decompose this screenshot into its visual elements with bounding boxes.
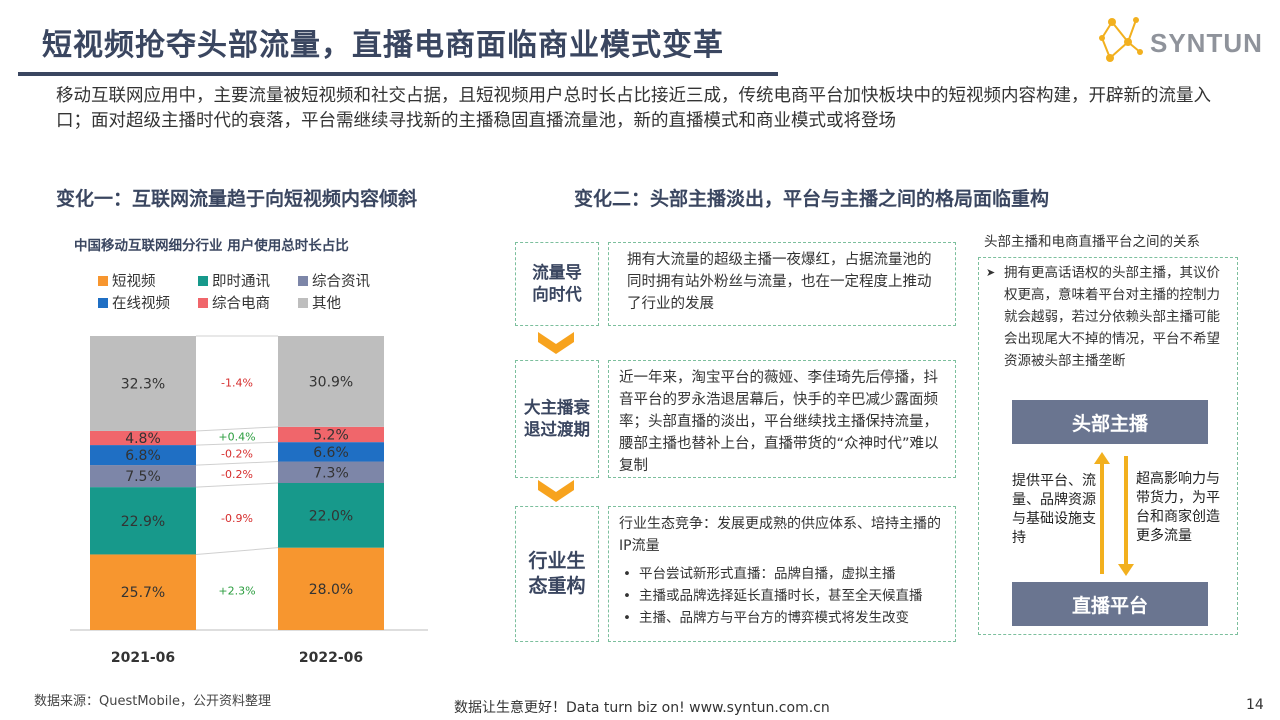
data-label: 22.9%	[121, 514, 165, 530]
data-label: 32.3%	[121, 376, 165, 392]
bar-segment	[90, 554, 196, 630]
x-tick-label: 2021-06	[111, 650, 175, 666]
legend-swatch	[98, 297, 108, 308]
bar-segment	[90, 430, 196, 446]
legend-label: 在线视频	[112, 296, 170, 312]
data-label: 6.6%	[313, 445, 349, 461]
bar-segment	[278, 442, 384, 462]
list-item: 主播、品牌方与平台方的博弈模式将发生改变	[619, 607, 945, 629]
legend-swatch	[198, 297, 208, 308]
legend-item-other: 其他	[298, 292, 341, 313]
change-label: +2.3%	[218, 585, 255, 598]
legend-item-instant-messaging: 即时通讯	[198, 270, 270, 291]
legend-item-news: 综合资讯	[298, 270, 370, 291]
syntun-logo-icon	[1099, 17, 1143, 62]
stage-label-reconstruction: 行业生态重构	[515, 506, 599, 642]
section-heading-change-one: 变化一：互联网流量趋于向短视频内容倾斜	[56, 188, 418, 210]
bar-segment	[278, 336, 384, 427]
change-label: -0.2%	[221, 468, 253, 481]
platform-support-text: 提供平台、流量、品牌资源与基础设施支持	[1012, 473, 1096, 546]
legend-label: 短视频	[112, 274, 156, 290]
stage-desc-transition: 近一年来，淘宝平台的薇娅、李佳琦先后停播，抖音平台的罗永浩退居幕后，快手的辛巴减…	[608, 360, 956, 478]
bidirectional-arrows-icon	[1094, 452, 1134, 576]
bar-segment	[90, 336, 196, 431]
bullet-list: 平台尝试新形式直播：品牌自播，虚拟主播 主播或品牌选择延长直播时长，甚至全天候直…	[619, 563, 945, 629]
data-label: 6.8%	[125, 448, 161, 464]
anchor-influence-text: 超高影响力与带货力，为平台和商家创造更多流量	[1136, 471, 1220, 544]
legend-label: 综合资讯	[312, 274, 370, 290]
logo-text: SYNTUN	[1150, 28, 1263, 58]
bar-segment	[90, 487, 196, 555]
data-label: 25.7%	[121, 585, 165, 601]
data-label: 7.5%	[125, 469, 161, 485]
legend-item-online-video: 在线视频	[98, 292, 170, 313]
data-label: 5.2%	[313, 427, 349, 443]
stage-desc-reconstruction: 行业生态竞争：发展更成熟的供应体系、培持主播的IP流量 平台尝试新形式直播：品牌…	[608, 506, 956, 642]
legend-label: 综合电商	[212, 296, 270, 312]
chart-title: 中国移动互联网细分行业 用户使用总时长占比	[74, 238, 349, 254]
connector-line	[195, 461, 279, 466]
chevron-down-icon	[538, 332, 574, 354]
legend-label: 即时通讯	[212, 274, 270, 290]
page-title: 短视频抢夺头部流量，直播电商面临商业模式变革	[42, 28, 724, 63]
change-label: -1.4%	[221, 376, 253, 389]
connector-line	[195, 426, 279, 432]
legend-swatch	[98, 275, 108, 286]
data-label: 7.3%	[313, 465, 349, 481]
list-item: 平台尝试新形式直播：品牌自播，虚拟主播	[619, 563, 945, 585]
bar-segment	[278, 483, 384, 548]
intro-paragraph: 移动互联网应用中，主要流量被短视频和社交占据，且短视频用户总时长占比接近三成，传…	[56, 86, 1211, 131]
stage-desc-text: 行业生态竞争：发展更成熟的供应体系、培持主播的IP流量	[619, 516, 941, 554]
live-platform-box: 直播平台	[1012, 582, 1208, 626]
chevron-down-icon	[538, 480, 574, 502]
stage-label-text: 行业生态重构	[528, 550, 586, 597]
stage-desc-text: 近一年来，淘宝平台的薇娅、李佳琦先后停播，抖音平台的罗永浩退居幕后，快手的辛巴减…	[619, 370, 939, 474]
relation-title: 头部主播和电商直播平台之间的关系	[984, 234, 1200, 250]
change-label: +0.4%	[218, 430, 255, 443]
connector-line	[195, 547, 279, 555]
change-label: -0.9%	[221, 512, 253, 525]
data-label: 30.9%	[309, 374, 353, 390]
bar-segment	[90, 465, 196, 488]
stage-label-text: 大主播衰退过渡期	[524, 398, 590, 439]
stage-label-text: 流量导向时代	[532, 263, 582, 304]
change-label: -0.2%	[221, 447, 253, 460]
footer-slogan: 数据让生意更好！Data turn biz on! www.syntun.com…	[454, 700, 830, 716]
title-underline	[18, 72, 778, 76]
stage-label-traffic-era: 流量导向时代	[515, 242, 599, 326]
list-item: 主播或品牌选择延长直播时长，甚至全天候直播	[619, 585, 945, 607]
data-label: 4.8%	[125, 431, 161, 447]
stage-desc-text: 拥有大流量的超级主播一夜爆红，占据流量池的同时拥有站外粉丝与流量，也在一定程度上…	[627, 252, 932, 312]
bar-segment	[90, 445, 196, 466]
bar-segment	[278, 461, 384, 483]
bar-segment	[278, 426, 384, 443]
data-source: 数据来源：QuestMobile，公开资料整理	[34, 694, 271, 709]
data-label: 22.0%	[309, 508, 353, 524]
legend-swatch	[298, 297, 308, 308]
stage-label-transition: 大主播衰退过渡期	[515, 360, 599, 478]
data-label: 28.0%	[309, 582, 353, 598]
legend-swatch	[298, 275, 308, 286]
relation-panel	[978, 257, 1238, 635]
bar-segment	[278, 547, 384, 630]
connector-line	[195, 441, 279, 446]
arrow-bullet-icon: ➤	[986, 266, 996, 279]
legend-item-ecommerce: 综合电商	[198, 292, 270, 313]
stage-desc-traffic-era: 拥有大流量的超级主播一夜爆红，占据流量池的同时拥有站外粉丝与流量，也在一定程度上…	[608, 242, 956, 326]
head-anchor-box: 头部主播	[1012, 400, 1208, 444]
legend-swatch	[198, 275, 208, 286]
legend-label: 其他	[312, 296, 341, 312]
relation-description: ➤ 拥有更高话语权的头部主播，其议价权更高，意味着平台对主播的控制力就会越弱，若…	[986, 262, 1222, 372]
section-heading-change-two: 变化二：头部主播淡出，平台与主播之间的格局面临重构	[574, 188, 1050, 210]
stacked-bar-chart: 25.7% 22.9% 7.5% 6.8%4.8% 32.3% 2021-06 28.0% 2…	[70, 335, 428, 666]
x-tick-label: 2022-06	[299, 650, 363, 666]
relation-description-text: 拥有更高话语权的头部主播，其议价权更高，意味着平台对主播的控制力就会越弱，若过分…	[1004, 265, 1220, 369]
page-number: 14	[1246, 697, 1264, 713]
connector-line	[195, 482, 279, 488]
legend-item-short-video: 短视频	[98, 270, 156, 291]
